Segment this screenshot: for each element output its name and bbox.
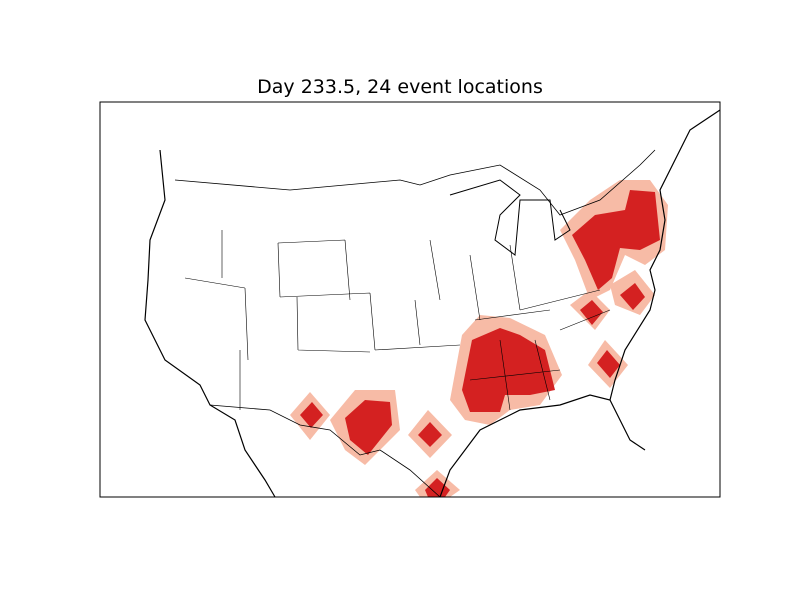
east-coastline [609, 109, 721, 401]
core-texas [345, 400, 392, 455]
borders [144, 109, 721, 498]
core-mississippi [462, 328, 555, 412]
core-carolina [580, 300, 603, 325]
event-density-cores [300, 190, 660, 497]
core-virginia [620, 283, 645, 310]
us-mexico-border [209, 404, 441, 498]
gulf-coastline [439, 394, 646, 498]
core-gulf [425, 478, 450, 497]
us-canada-border [174, 149, 656, 216]
west-coastline [144, 149, 276, 498]
map-title: Day 233.5, 24 event locations [257, 76, 543, 98]
core-texas-east [418, 422, 442, 447]
map-frame [99, 101, 721, 498]
state-lines [184, 230, 611, 411]
core-texas-west [300, 402, 323, 428]
core-northeast [572, 190, 660, 290]
core-georgia [597, 350, 620, 378]
great-lakes [449, 179, 571, 256]
